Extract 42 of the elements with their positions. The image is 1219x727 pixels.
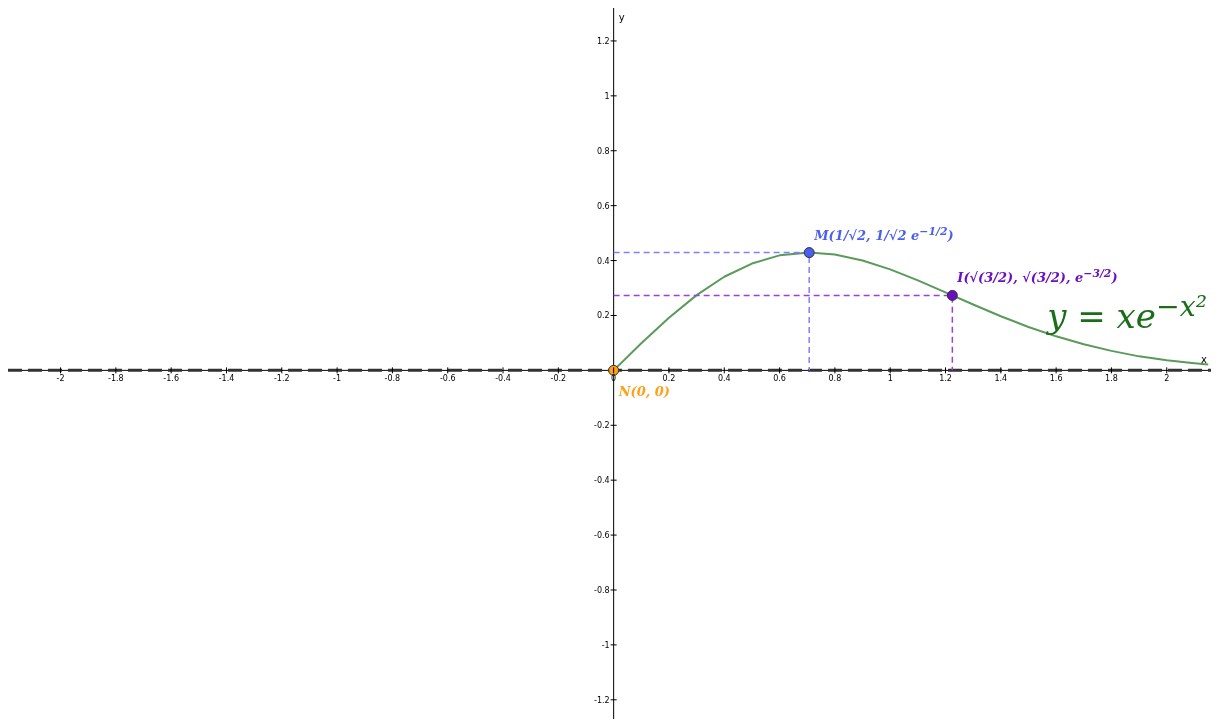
y-tick-label: 0.8 — [596, 146, 610, 156]
point — [946, 289, 958, 301]
x-tick-label: 0.2 — [662, 374, 676, 384]
y-tick-label: -0.4 — [594, 476, 610, 486]
y-tick-label: 0.6 — [596, 201, 610, 211]
y-axis-title: y — [618, 12, 625, 23]
y-tick-label: -1.2 — [594, 695, 610, 705]
x-tick-label: 0.4 — [717, 374, 731, 384]
x-tick-label: -0.8 — [384, 374, 401, 384]
y-tick-label: 0.2 — [596, 311, 610, 321]
x-tick-label: 0.6 — [773, 374, 786, 384]
x-tick-label: -1.2 — [273, 374, 290, 384]
x-tick-label: -1 — [333, 374, 342, 384]
x-axis-title: x — [1201, 354, 1207, 366]
x-tick-label: 1.2 — [939, 374, 952, 384]
x-tick-label: 1 — [887, 374, 893, 384]
x-tick-label: 1.6 — [1049, 374, 1063, 384]
annotation: N(0, 0) — [618, 384, 670, 400]
annotation: I(√(3/2), √(3/2), e$^{−3/2}$) — [957, 267, 1118, 286]
y-tick-label: -0.6 — [594, 531, 610, 541]
x-tick-label: 1.8 — [1105, 374, 1118, 384]
annotation: M(1/√2, 1/√2 e$^{−1/2}$) — [814, 224, 954, 243]
x-tick-label: 1.4 — [994, 374, 1008, 384]
x-tick-label: -1.6 — [163, 374, 179, 384]
x-tick-label: -1.4 — [218, 374, 235, 384]
y-tick-label: -1 — [601, 640, 610, 650]
point — [803, 247, 815, 259]
y-tick-label: -0.2 — [594, 421, 610, 431]
x-tick-label: -0.4 — [495, 374, 511, 384]
y-tick-label: 1 — [604, 91, 610, 101]
annotation: y = xe$^{−x²}$ — [1047, 290, 1207, 337]
x-tick-label: -0.2 — [550, 374, 567, 384]
y-tick-label: 1.2 — [596, 36, 610, 46]
x-tick-label: -0.6 — [439, 374, 456, 384]
y-tick-label: -0.8 — [594, 585, 610, 595]
x-tick-label: 0 — [611, 374, 617, 384]
x-tick-label: -2 — [56, 374, 65, 384]
y-tick-label: 0.4 — [596, 256, 610, 266]
x-tick-label: -1.8 — [108, 374, 124, 384]
point — [608, 364, 620, 376]
x-tick-label: 0.8 — [828, 374, 842, 384]
x-tick-label: 2 — [1164, 374, 1170, 384]
